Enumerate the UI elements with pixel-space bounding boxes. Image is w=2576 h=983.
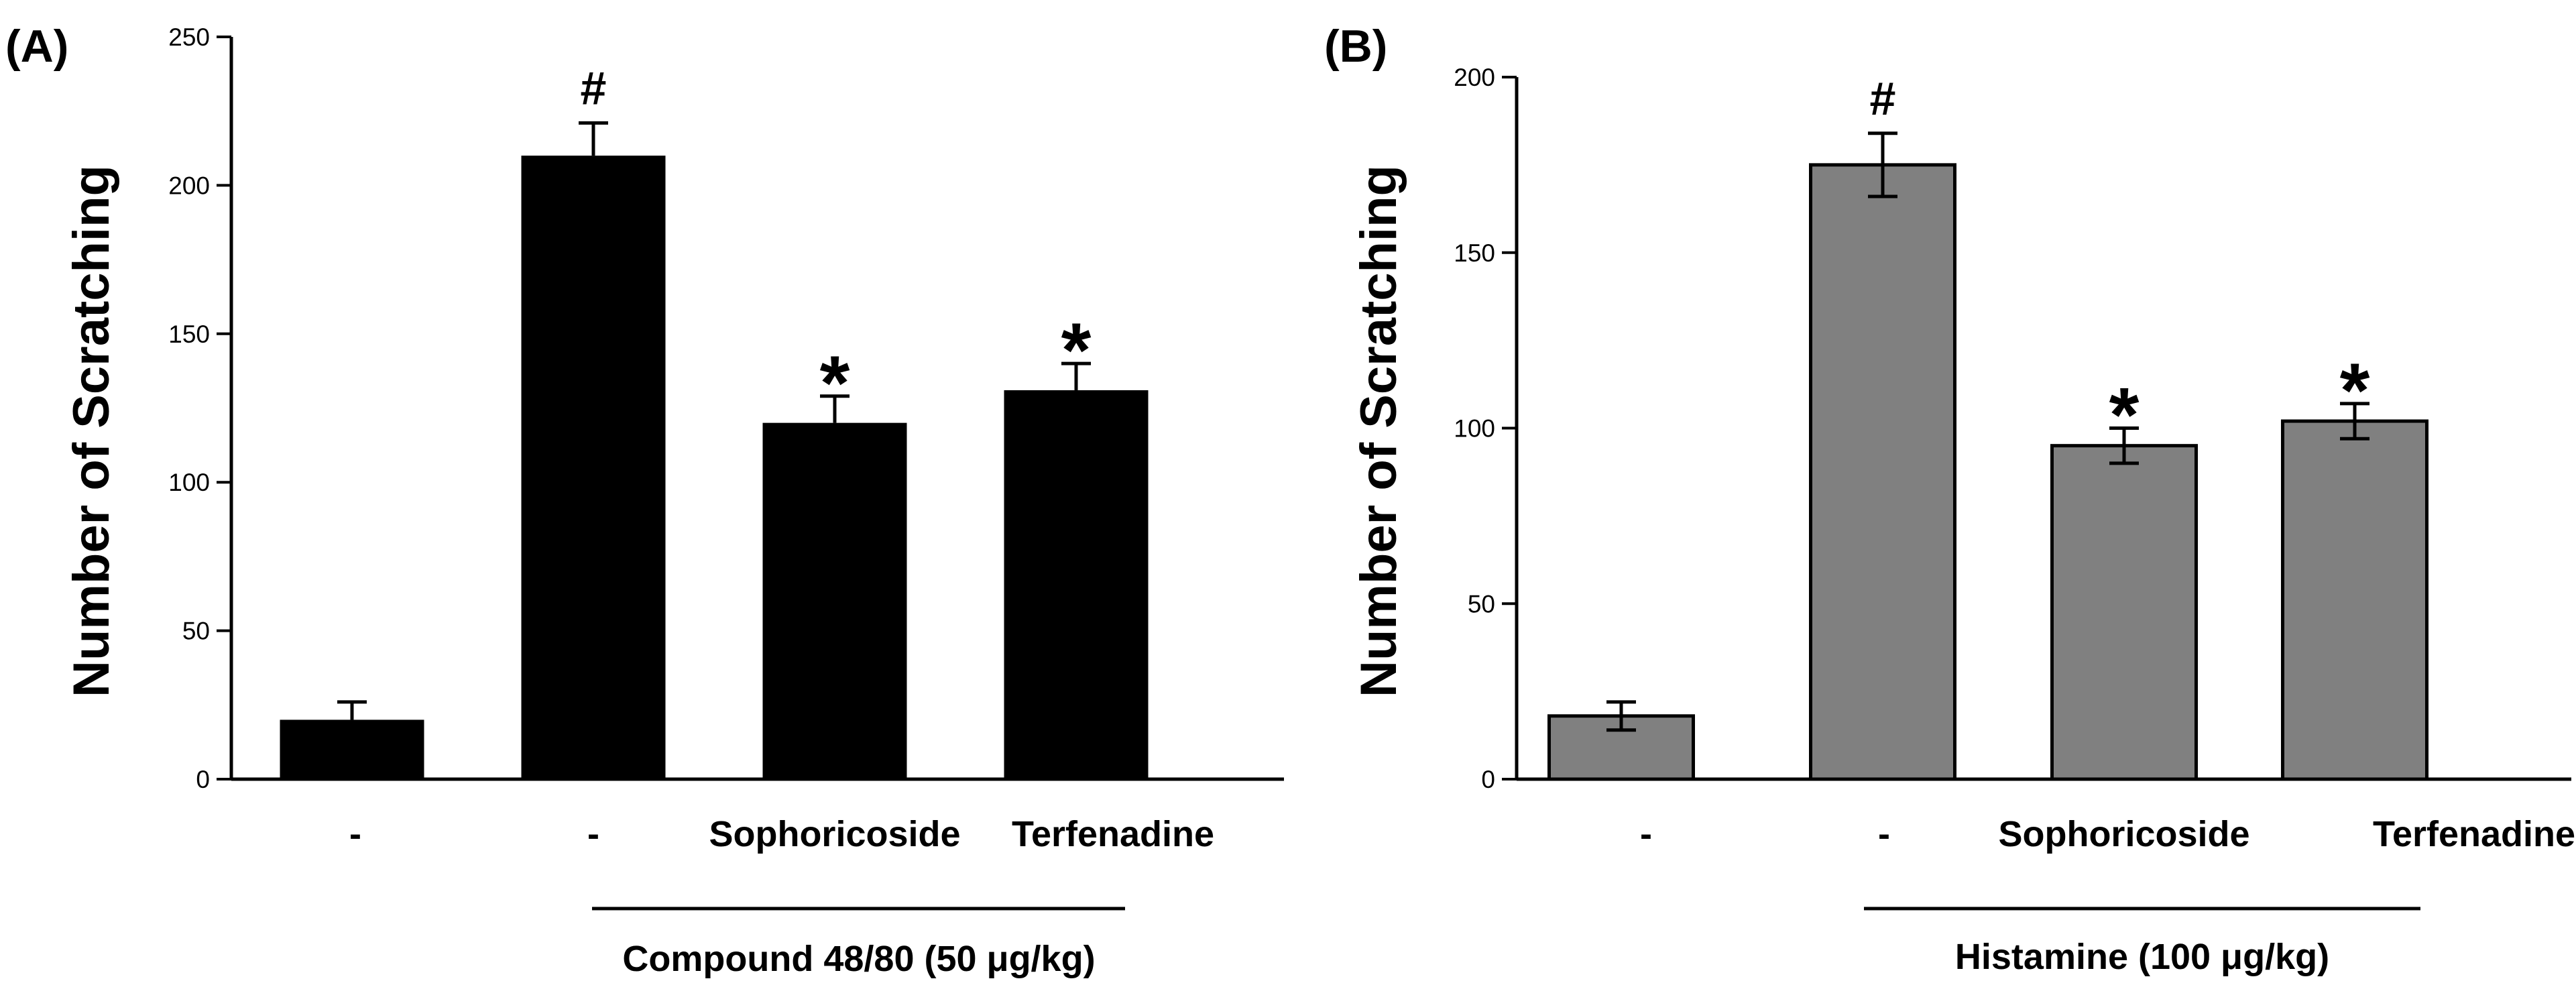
panel-b-bar (1547, 714, 1695, 781)
panel-a-bars (280, 156, 1149, 779)
panel-a-annotations: # * * (581, 62, 1092, 426)
panel-a-bar (280, 719, 424, 779)
panel-b-y-tick-label: 50 (1468, 590, 1495, 618)
panel-a-y-tick-label: 0 (196, 766, 210, 793)
panel-a-group-label: Compound 48/80 (50 μg/kg) (622, 939, 1095, 979)
panel-b-significance-marker: # (1870, 72, 1896, 125)
panel-b-bar (2050, 444, 2198, 781)
panel-b-category-label: Sophoricoside (1998, 814, 2249, 854)
panel-a-y-tick-label: 100 (168, 469, 210, 496)
panel-b-bar (2281, 419, 2428, 781)
panel-a-ticks: 0 50 100 150 200 250 (168, 23, 231, 793)
panel-a-category-labels: - - Sophoricoside Terfenadine (349, 814, 1214, 854)
panel-a-category-label: Sophoricoside (709, 814, 960, 854)
panel-b-y-axis-label: Number of Scratching (1350, 165, 1407, 697)
panel-b-ticks: 0 50 100 150 200 (1454, 64, 1517, 793)
panel-a-significance-marker: # (581, 62, 607, 114)
panel-b-error-bars (1606, 131, 2369, 732)
panel-a-category-label: Terfenadine (1012, 814, 1214, 854)
panel-a-category-label: - (587, 814, 599, 854)
panel-a-bar (1004, 390, 1149, 779)
panel-b-significance-marker: * (2340, 348, 2370, 434)
panel-a-y-tick-label: 250 (168, 23, 210, 51)
panel-a-y-tick-label: 50 (182, 618, 210, 645)
panel-b-bar (1809, 163, 1956, 781)
panel-a: (A) Number of Scratching 0 50 100 150 200 250… (5, 21, 1284, 979)
panel-a-bar (521, 156, 666, 779)
panel-a-y-axis-label: Number of Scratching (63, 165, 120, 697)
panel-a-y-tick-label: 200 (168, 172, 210, 199)
panel-b-label: (B) (1324, 21, 1387, 72)
panel-b-y-tick-label: 100 (1454, 415, 1495, 443)
panel-a-label: (A) (5, 21, 68, 72)
panel-a-bar (762, 422, 907, 779)
panel-b-bars (1547, 163, 2428, 781)
panel-b-annotations: # * * (1870, 72, 2370, 459)
panel-b-significance-marker: * (2109, 373, 2140, 459)
panel-b-y-tick-label: 200 (1454, 64, 1495, 91)
panel-a-y-tick-label: 150 (168, 321, 210, 348)
panel-b-y-tick-label: 0 (1481, 766, 1495, 793)
panel-b: (B) Number of Scratching 0 50 100 150 200 # *… (1324, 21, 2575, 977)
panel-b-category-labels: - - Sophoricoside Terfenadine (1640, 814, 2575, 854)
panel-a-significance-marker: * (820, 341, 850, 426)
panel-b-group-label: Histamine (100 μg/kg) (1955, 937, 2329, 977)
panel-b-y-tick-label: 150 (1454, 239, 1495, 267)
panel-a-significance-marker: * (1061, 308, 1092, 394)
panel-b-category-label: Terfenadine (2373, 814, 2575, 854)
panel-b-category-label: - (1878, 814, 1890, 854)
panel-a-category-label: - (349, 814, 361, 854)
panel-b-category-label: - (1640, 814, 1652, 854)
panel-a-error-bars (337, 121, 1091, 720)
